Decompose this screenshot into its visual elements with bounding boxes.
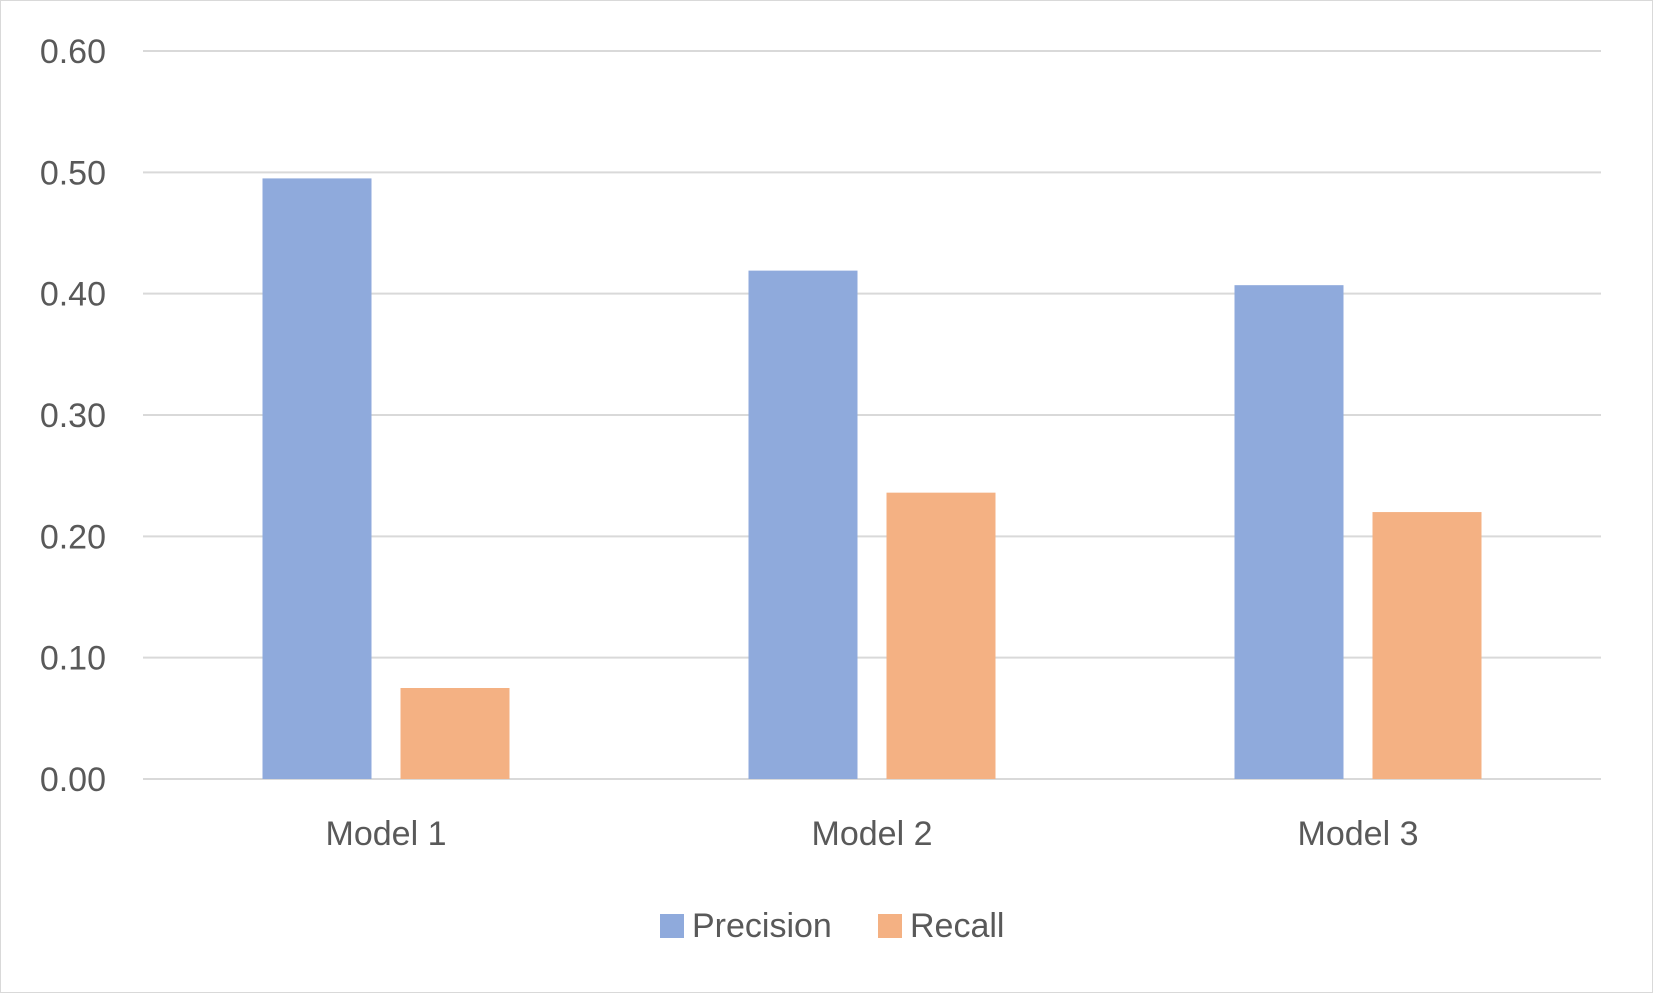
x-category-label: Model 3: [1298, 815, 1419, 853]
legend-swatch-recall: [878, 914, 902, 938]
gridlines: [143, 50, 1601, 780]
bars: [262, 178, 1482, 779]
x-category-label: Model 2: [812, 815, 933, 853]
legend-swatch-precision: [660, 914, 684, 938]
bar-precision-1: [262, 178, 372, 779]
legend-label-recall: Recall: [910, 907, 1004, 945]
y-tick-label: 0.40: [40, 276, 106, 314]
bar-precision-3: [1234, 285, 1344, 779]
bar-precision-2: [748, 270, 858, 779]
bar-recall-1: [400, 688, 510, 779]
y-tick-label: 0.00: [40, 761, 106, 799]
y-tick-label: 0.10: [40, 640, 106, 678]
y-tick-label: 0.60: [40, 33, 106, 71]
bar-recall-2: [886, 492, 996, 779]
legend: Precision Recall: [660, 907, 1004, 945]
bar-recall-3: [1372, 512, 1482, 779]
x-category-label: Model 1: [326, 815, 447, 853]
legend-label-precision: Precision: [692, 907, 832, 945]
y-tick-label: 0.30: [40, 397, 106, 435]
y-tick-label: 0.20: [40, 518, 106, 556]
x-axis-categories: Model 1 Model 2 Model 3: [326, 815, 1419, 853]
y-axis-ticks: 0.00 0.10 0.20 0.30 0.40 0.50 0.60: [40, 33, 106, 799]
y-tick-label: 0.50: [40, 154, 106, 192]
